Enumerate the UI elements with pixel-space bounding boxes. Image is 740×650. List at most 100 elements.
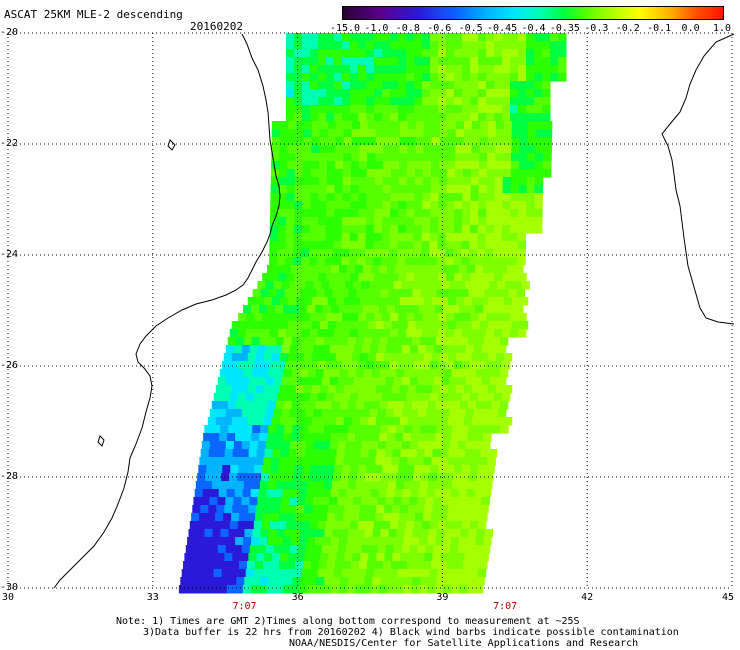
swath-cell xyxy=(180,577,189,586)
swath-cell xyxy=(497,281,506,290)
swath-cell xyxy=(294,313,303,322)
swath-cell xyxy=(239,513,248,522)
swath-cell xyxy=(373,241,382,250)
swath-cell xyxy=(390,113,399,122)
swath-cell xyxy=(341,473,350,482)
swath-cell xyxy=(486,41,495,50)
swath-cell xyxy=(265,345,275,354)
swath-cell xyxy=(471,137,481,146)
swath-cell xyxy=(422,193,431,202)
swath-cell xyxy=(480,505,489,514)
swath-cell xyxy=(302,49,311,58)
swath-cell xyxy=(445,257,454,266)
swath-cell xyxy=(479,513,488,522)
swath-cell xyxy=(358,169,368,178)
swath-cell xyxy=(422,177,432,186)
swath-cell xyxy=(343,297,353,306)
swath-cell xyxy=(359,561,368,570)
swath-cell xyxy=(310,57,319,66)
swath-cell xyxy=(439,353,449,362)
swath-cell xyxy=(390,193,399,202)
swath-cell xyxy=(233,409,243,418)
latitude-label: -28 xyxy=(0,471,19,482)
swath-cell xyxy=(421,361,431,370)
swath-cell xyxy=(470,217,479,226)
swath-cell xyxy=(310,177,320,186)
swath-cell xyxy=(323,305,332,314)
swath-cell xyxy=(342,209,351,218)
swath-cell xyxy=(503,137,513,146)
swath-cell xyxy=(278,209,287,218)
swath-cell xyxy=(253,473,262,482)
swath-cell xyxy=(412,289,422,298)
swath-cell xyxy=(399,457,408,466)
swath-cell xyxy=(413,233,423,242)
swath-cell xyxy=(423,129,433,138)
swath-cell xyxy=(366,465,375,474)
swath-cell xyxy=(423,153,432,162)
swath-cell xyxy=(503,297,513,306)
swath-cell xyxy=(508,289,518,298)
swath-cell xyxy=(438,177,448,186)
swath-cell xyxy=(393,377,403,386)
swath-cell xyxy=(284,289,294,298)
swath-cell xyxy=(274,489,284,498)
swath-cell xyxy=(295,121,305,130)
swath-cell xyxy=(247,561,256,570)
swath-cell xyxy=(314,489,324,498)
swath-cell xyxy=(405,225,415,234)
swath-cell xyxy=(417,281,426,290)
swath-cell xyxy=(477,521,487,530)
swath-cell xyxy=(398,185,408,194)
swath-cell xyxy=(244,577,253,586)
swath-cell xyxy=(360,553,369,562)
swath-cell xyxy=(433,345,443,354)
swath-cell xyxy=(279,129,289,138)
swath-cell xyxy=(366,89,375,98)
swath-cell xyxy=(342,105,351,114)
swath-cell xyxy=(414,33,423,42)
swath-cell xyxy=(401,409,411,418)
swath-cell xyxy=(311,121,321,130)
swath-cell xyxy=(486,217,495,226)
swath-cell xyxy=(446,81,455,90)
swath-cell xyxy=(358,209,367,218)
swath-cell xyxy=(338,489,348,498)
swath-cell xyxy=(300,289,310,298)
swath-cell xyxy=(319,129,329,138)
swath-cell xyxy=(430,185,440,194)
swath-cell xyxy=(427,433,436,442)
swath-cell xyxy=(340,529,349,538)
swath-cell xyxy=(494,313,503,322)
swath-cell xyxy=(339,265,348,274)
swath-cell xyxy=(299,537,308,546)
swath-cell xyxy=(463,457,472,466)
swath-cell xyxy=(238,313,247,322)
swath-cell xyxy=(405,521,415,530)
swath-cell xyxy=(237,329,247,338)
swath-cell xyxy=(274,585,284,594)
swath-cell xyxy=(467,537,476,546)
swath-cell xyxy=(382,193,391,202)
swath-cell xyxy=(285,329,295,338)
swath-cell xyxy=(478,185,488,194)
swath-cell xyxy=(316,577,325,586)
swath-cell xyxy=(199,561,208,570)
swath-cell xyxy=(454,169,464,178)
swath-cell xyxy=(278,201,287,210)
swath-cell xyxy=(511,153,520,162)
swath-cell xyxy=(493,393,503,402)
swath-cell xyxy=(294,49,303,58)
swath-cell xyxy=(334,169,344,178)
swath-cell xyxy=(447,121,457,130)
swath-cell xyxy=(469,393,479,402)
swath-cell xyxy=(477,393,487,402)
swath-cell xyxy=(494,201,503,210)
swath-cell xyxy=(491,369,501,378)
swath-cell xyxy=(527,137,537,146)
swath-cell xyxy=(486,65,495,74)
swath-cell xyxy=(315,265,324,274)
swath-cell xyxy=(329,497,338,506)
swath-cell xyxy=(451,305,460,314)
swath-cell xyxy=(333,249,342,258)
